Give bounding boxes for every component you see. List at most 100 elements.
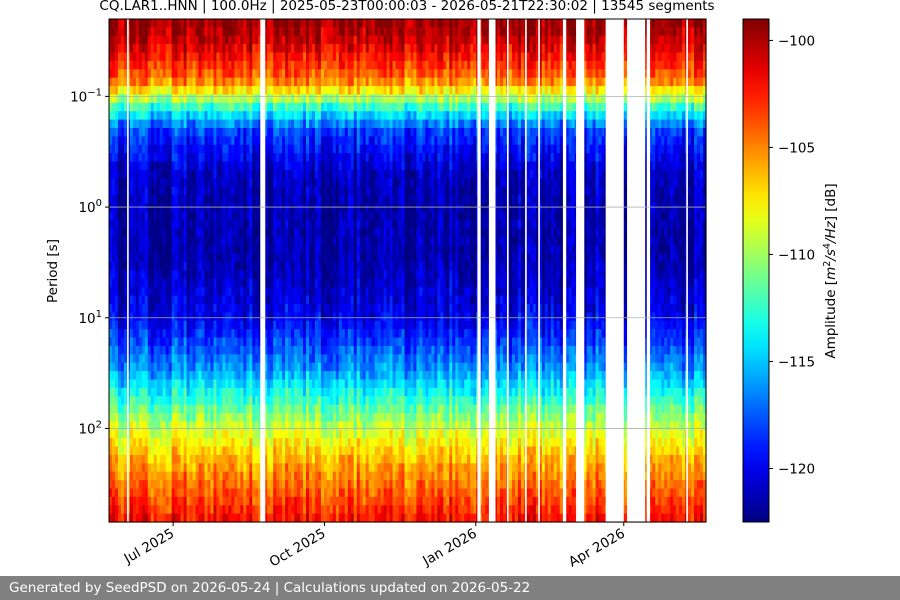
heatmap-cell bbox=[243, 505, 247, 515]
heatmap-cell bbox=[138, 111, 143, 121]
heatmap-cell bbox=[231, 362, 235, 372]
heatmap-cell bbox=[156, 102, 161, 112]
heatmap-cell bbox=[109, 186, 113, 196]
heatmap-cell bbox=[228, 295, 232, 305]
heatmap-cell bbox=[249, 119, 253, 129]
heatmap-cell bbox=[147, 144, 152, 154]
heatmap-cell bbox=[135, 287, 140, 297]
heatmap-cell bbox=[243, 337, 247, 347]
heatmap-cell bbox=[159, 144, 164, 154]
heatmap-cell bbox=[228, 27, 232, 37]
heatmap-cell bbox=[162, 211, 167, 221]
heatmap-cell bbox=[204, 387, 209, 397]
heatmap-cell bbox=[219, 371, 224, 381]
heatmap-cell bbox=[204, 44, 209, 54]
heatmap-cell bbox=[159, 438, 164, 448]
heatmap-cell bbox=[222, 119, 227, 129]
heatmap-cell bbox=[204, 413, 209, 422]
heatmap-cell bbox=[186, 337, 191, 347]
heatmap-cell bbox=[120, 27, 125, 37]
heatmap-cell bbox=[183, 304, 188, 314]
heatmap-cell bbox=[123, 245, 128, 255]
heatmap-cell bbox=[228, 337, 232, 347]
heatmap-cell bbox=[162, 178, 167, 188]
heatmap-cell bbox=[135, 438, 140, 448]
heatmap-cell bbox=[237, 471, 241, 481]
heatmap-cell bbox=[177, 186, 182, 196]
heatmap-cell bbox=[144, 295, 149, 305]
heatmap-cell bbox=[165, 413, 170, 422]
heatmap-cell bbox=[189, 236, 194, 246]
heatmap-cell bbox=[117, 480, 122, 490]
heatmap-cell bbox=[144, 178, 149, 188]
heatmap-cell bbox=[192, 404, 197, 414]
heatmap-cell bbox=[189, 387, 194, 397]
heatmap-cell bbox=[210, 69, 215, 79]
heatmap-cell bbox=[216, 195, 221, 205]
heatmap-cell bbox=[120, 446, 125, 456]
heatmap-cell bbox=[225, 320, 229, 330]
heatmap-cell bbox=[138, 203, 143, 213]
heatmap-cell bbox=[153, 178, 158, 188]
heatmap-cell bbox=[150, 379, 155, 389]
heatmap-cell bbox=[204, 262, 209, 272]
heatmap-cell bbox=[156, 454, 161, 464]
heatmap-cell bbox=[129, 345, 134, 355]
heatmap-cell bbox=[141, 371, 146, 381]
heatmap-cell bbox=[207, 52, 212, 62]
heatmap-cell bbox=[186, 438, 191, 448]
heatmap-cell bbox=[150, 52, 155, 62]
heatmap-cell bbox=[243, 295, 247, 305]
heatmap-cell bbox=[240, 278, 244, 288]
heatmap-cell bbox=[198, 471, 203, 481]
heatmap-cell bbox=[201, 354, 206, 364]
heatmap-cell bbox=[141, 312, 146, 322]
heatmap-cell bbox=[168, 178, 173, 188]
heatmap-cell bbox=[204, 429, 209, 439]
heatmap-cell bbox=[132, 144, 137, 154]
heatmap-cell bbox=[132, 488, 137, 498]
heatmap-cell bbox=[177, 136, 182, 146]
heatmap-cell bbox=[165, 144, 170, 154]
heatmap-cell bbox=[186, 312, 191, 322]
heatmap-cell bbox=[129, 429, 134, 439]
heatmap-cell bbox=[168, 345, 173, 355]
heatmap-cell bbox=[159, 404, 164, 414]
heatmap-cell bbox=[207, 94, 212, 104]
heatmap-cell bbox=[189, 195, 194, 205]
heatmap-cell bbox=[147, 287, 152, 297]
heatmap-cell bbox=[109, 295, 113, 305]
heatmap-cell bbox=[156, 262, 161, 272]
heatmap-cell bbox=[171, 203, 176, 213]
heatmap-cell bbox=[150, 446, 155, 456]
heatmap-cell bbox=[186, 69, 191, 79]
heatmap-cell bbox=[183, 396, 188, 406]
heatmap-cell bbox=[183, 270, 188, 280]
heatmap-cell bbox=[183, 77, 188, 87]
heatmap-cell bbox=[177, 27, 182, 37]
heatmap-cell bbox=[165, 220, 170, 230]
heatmap-cell bbox=[237, 438, 241, 448]
heatmap-cell bbox=[237, 337, 241, 347]
heatmap-cell bbox=[231, 144, 235, 154]
heatmap-cell bbox=[153, 278, 158, 288]
heatmap-cell bbox=[150, 169, 155, 179]
heatmap-cell bbox=[141, 178, 146, 188]
heatmap-cell bbox=[159, 44, 164, 54]
heatmap-cell bbox=[225, 228, 229, 238]
heatmap-cell bbox=[225, 371, 229, 381]
heatmap-cell bbox=[195, 169, 200, 179]
heatmap-cell bbox=[174, 287, 179, 297]
heatmap-cell bbox=[213, 144, 218, 154]
heatmap-cell bbox=[240, 446, 244, 456]
heatmap-cell bbox=[201, 404, 206, 414]
heatmap-cell bbox=[240, 362, 244, 372]
heatmap-cell bbox=[150, 278, 155, 288]
heatmap-cell bbox=[111, 27, 116, 37]
heatmap-cell bbox=[240, 488, 244, 498]
heatmap-cell bbox=[237, 421, 241, 431]
heatmap-cell bbox=[183, 86, 188, 96]
heatmap-cell bbox=[156, 195, 161, 205]
heatmap-cell bbox=[141, 127, 146, 137]
heatmap-cell bbox=[216, 379, 221, 389]
